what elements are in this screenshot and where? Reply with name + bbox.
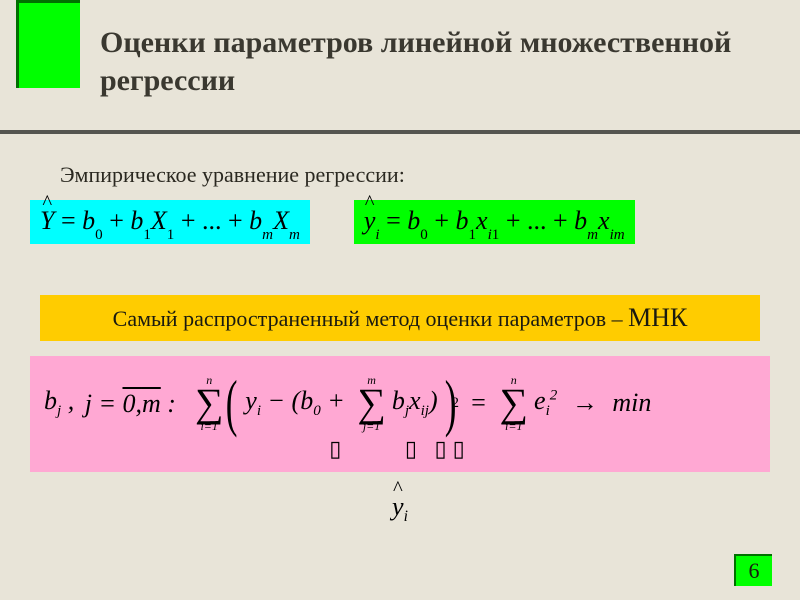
method-text: Самый распространенный метод оценки пара… <box>113 306 628 331</box>
equation-row: Y = b0 + b1X1 + ... + bmXm yi = b0 + b1x… <box>30 200 780 244</box>
objective-function-box: bj , j = 0,m : n∑i=1 ( yi − (b0 + m∑j=1 … <box>30 356 770 472</box>
title-rule <box>0 130 800 134</box>
method-banner: Самый распространенный метод оценки пара… <box>40 295 760 341</box>
equation-sample: yi = b0 + b1xi1 + ... + bmxim <box>354 200 635 244</box>
method-abbr: МНК <box>628 303 687 332</box>
equation-population: Y = b0 + b1X1 + ... + bmXm <box>30 200 310 244</box>
objective-function: bj , j = 0,m : n∑i=1 ( yi − (b0 + m∑j=1 … <box>44 374 756 432</box>
subheading: Эмпирическое уравнение регрессии: <box>60 162 405 188</box>
slide-title: Оценки параметров линейной множественной… <box>100 24 770 99</box>
page-number: 6 <box>734 554 772 586</box>
loose-symbol: yi <box>392 492 408 526</box>
placeholder-glyphs: ▯ ▯ ▯▯ <box>44 436 756 462</box>
accent-square <box>16 0 80 88</box>
